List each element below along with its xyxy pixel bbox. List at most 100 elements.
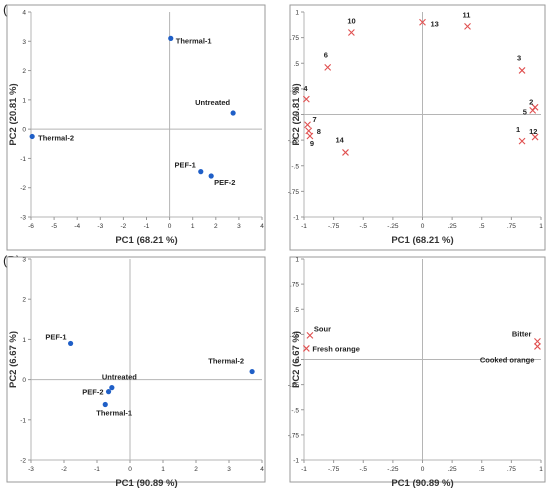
y-tick-label: -.5 bbox=[291, 163, 299, 170]
x-tick-label: 3 bbox=[227, 466, 231, 473]
data-point bbox=[230, 110, 236, 116]
y-tick-label: 0 bbox=[22, 127, 26, 134]
x-tick-label: -5 bbox=[51, 223, 57, 230]
y-tick-label: .75 bbox=[290, 282, 299, 289]
data-label: 10 bbox=[347, 17, 355, 26]
data-label: PEF-1 bbox=[45, 332, 66, 341]
data-label: PEF-2 bbox=[214, 178, 235, 187]
data-point bbox=[342, 149, 349, 156]
x-tick-label: 1 bbox=[539, 223, 543, 230]
x-axis-title: PC1 (68.21 %) bbox=[115, 235, 177, 246]
chart-frame bbox=[289, 256, 546, 483]
y-tick-label: .25 bbox=[290, 86, 299, 93]
y-axis-title: PC2 (6.67 %) bbox=[291, 331, 302, 388]
x-tick-label: 4 bbox=[260, 466, 264, 473]
y-tick-label: -.75 bbox=[288, 189, 300, 196]
data-point-stroke bbox=[348, 29, 355, 36]
data-label: 2 bbox=[529, 97, 533, 106]
data-point bbox=[198, 169, 204, 175]
data-point-stroke bbox=[529, 107, 537, 114]
data-label: Thermal-2 bbox=[38, 133, 74, 142]
data-point-stroke bbox=[518, 67, 526, 74]
y-tick-label: 0 bbox=[295, 357, 299, 364]
x-tick-label: 2 bbox=[214, 223, 218, 230]
x-tick-label: -.5 bbox=[359, 466, 367, 473]
y-tick-label: 2 bbox=[22, 297, 26, 304]
data-point bbox=[534, 338, 541, 345]
data-label: 6 bbox=[324, 50, 328, 59]
y-tick-label: .5 bbox=[294, 61, 300, 68]
data-point-stroke bbox=[302, 95, 310, 103]
data-point bbox=[208, 173, 214, 179]
data-point-stroke bbox=[302, 345, 310, 352]
x-tick-label: -3 bbox=[28, 466, 34, 473]
x-tick-label: 1 bbox=[161, 466, 165, 473]
x-axis-title: PC1 (90.89 %) bbox=[115, 478, 177, 489]
chart-frame bbox=[6, 4, 266, 251]
data-point bbox=[518, 67, 526, 74]
y-tick-label: -1 bbox=[293, 458, 299, 465]
x-tick-label: -3 bbox=[97, 223, 103, 230]
data-label: 3 bbox=[517, 53, 521, 62]
data-label: 14 bbox=[335, 135, 344, 144]
data-point bbox=[324, 63, 332, 71]
y-tick-label: 1 bbox=[22, 337, 26, 344]
data-point-stroke bbox=[531, 133, 539, 141]
data-point bbox=[109, 385, 115, 391]
data-point-stroke bbox=[419, 18, 426, 26]
data-label: PEF-2 bbox=[82, 388, 103, 397]
x-tick-label: -.25 bbox=[387, 466, 399, 473]
data-label: Bitter bbox=[512, 329, 532, 338]
y-tick-label: -.25 bbox=[288, 138, 300, 145]
y-tick-label: 0 bbox=[22, 377, 26, 384]
data-point bbox=[305, 127, 313, 135]
data-label: 11 bbox=[463, 10, 471, 19]
y-tick-label: -.5 bbox=[291, 407, 299, 414]
x-tick-label: -.5 bbox=[359, 223, 367, 230]
y-tick-label: -.25 bbox=[288, 382, 300, 389]
x-tick-label: 0 bbox=[168, 223, 172, 230]
y-tick-label: -1 bbox=[20, 417, 26, 424]
data-point-stroke bbox=[306, 132, 314, 140]
data-point bbox=[419, 18, 426, 26]
x-axis-title: PC1 (68.21 %) bbox=[391, 235, 453, 246]
data-point-stroke bbox=[534, 343, 541, 350]
y-tick-label: -1 bbox=[20, 156, 26, 163]
data-label: Untreated bbox=[195, 98, 230, 107]
data-label: Sour bbox=[314, 324, 331, 333]
x-tick-label: 0 bbox=[421, 223, 425, 230]
y-tick-label: 2 bbox=[22, 68, 26, 75]
x-tick-label: .5 bbox=[479, 466, 485, 473]
data-label: Untreated bbox=[102, 373, 137, 382]
x-tick-label: -4 bbox=[74, 223, 80, 230]
chart-1: -6 -5 -4 -3 -2 -1 0 1 2 3 4 -3 -2 -1 0 1 2 3 4 PC1 (68.21 %… bbox=[6, 4, 266, 251]
data-label: Thermal-2 bbox=[208, 357, 244, 366]
x-tick-label: .75 bbox=[507, 466, 516, 473]
x-tick-label: -.75 bbox=[328, 466, 340, 473]
y-tick-label: -2 bbox=[20, 185, 26, 192]
chart-4: -1 -.75 -.5 -.25 0 .25 .5 .75 1 -1 -.75 -.5 -.25 0 .25… bbox=[288, 256, 546, 489]
x-tick-label: 0 bbox=[128, 466, 132, 473]
data-point bbox=[306, 132, 314, 140]
data-point bbox=[168, 35, 174, 41]
x-tick-label: 1 bbox=[539, 466, 543, 473]
x-tick-label: -1 bbox=[144, 223, 150, 230]
y-tick-label: -3 bbox=[20, 215, 26, 222]
data-label: 4 bbox=[303, 84, 308, 93]
y-tick-label: .5 bbox=[294, 307, 300, 314]
y-tick-label: .75 bbox=[290, 35, 299, 42]
data-label: 13 bbox=[431, 19, 439, 28]
data-point-stroke bbox=[464, 22, 471, 30]
x-tick-label: -1 bbox=[301, 223, 307, 230]
data-point bbox=[529, 107, 537, 114]
y-tick-label: 1 bbox=[295, 257, 299, 264]
data-point bbox=[348, 29, 355, 36]
data-point bbox=[105, 389, 112, 395]
data-point bbox=[304, 121, 311, 129]
data-point-stroke bbox=[324, 63, 332, 71]
x-tick-label: -2 bbox=[121, 223, 127, 230]
x-tick-label: .75 bbox=[507, 223, 516, 230]
data-point-stroke bbox=[342, 149, 349, 156]
